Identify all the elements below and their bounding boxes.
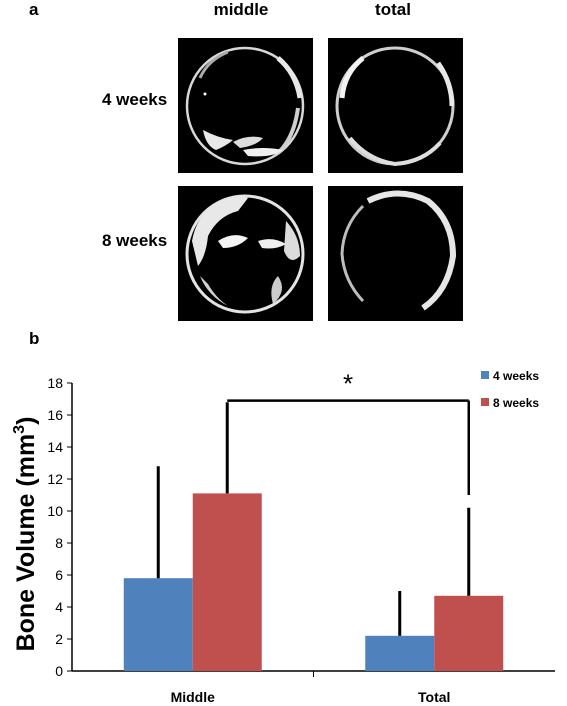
significance-marker: *	[343, 369, 353, 399]
panel-a-label: a	[29, 0, 39, 19]
bone-volume-bar-chart: 0 2 4 6 8 10 12 14 16 18 Middle Total * 4 weeks 8 week…	[11, 369, 555, 705]
column-label-total: total	[375, 0, 411, 19]
legend-swatch	[481, 371, 489, 379]
y-tick-label: 8	[55, 535, 63, 551]
x-category-label: Middle	[171, 689, 216, 705]
y-tick-label: 10	[47, 503, 63, 519]
panel-b-label: b	[29, 329, 40, 348]
legend-label: 8 weeks	[493, 396, 539, 410]
bar	[434, 595, 504, 671]
y-tick-label: 4	[55, 599, 63, 615]
y-axis-label-text: Bone Volume (mm	[12, 434, 40, 652]
bar	[365, 635, 435, 671]
y-axis-label-superscript: 3	[11, 425, 28, 434]
legend-swatch	[481, 398, 489, 406]
y-tick-label: 6	[55, 567, 63, 583]
microct-image-4w-total	[328, 38, 463, 173]
y-axis-label-close: )	[12, 417, 40, 425]
microct-image-4w-middle	[178, 38, 313, 173]
y-axis-label: Bone Volume (mm3)	[11, 417, 40, 652]
bar	[123, 578, 193, 671]
row-label-4-weeks: 4 weeks	[102, 90, 168, 109]
y-tick-label: 12	[47, 471, 63, 487]
y-tick-label: 16	[47, 407, 63, 423]
y-tick-label: 18	[47, 375, 63, 391]
microct-image-8w-middle	[178, 186, 313, 321]
column-label-middle: middle	[213, 0, 269, 19]
bar	[192, 493, 262, 671]
row-label-8-weeks: 8 weeks	[102, 231, 168, 250]
x-category-label: Total	[418, 689, 450, 705]
y-tick-label: 0	[55, 663, 63, 679]
y-tick-label: 14	[47, 439, 63, 455]
microct-image-8w-total	[328, 186, 463, 321]
y-tick-label: 2	[55, 631, 63, 647]
legend-label: 4 weeks	[493, 369, 539, 383]
